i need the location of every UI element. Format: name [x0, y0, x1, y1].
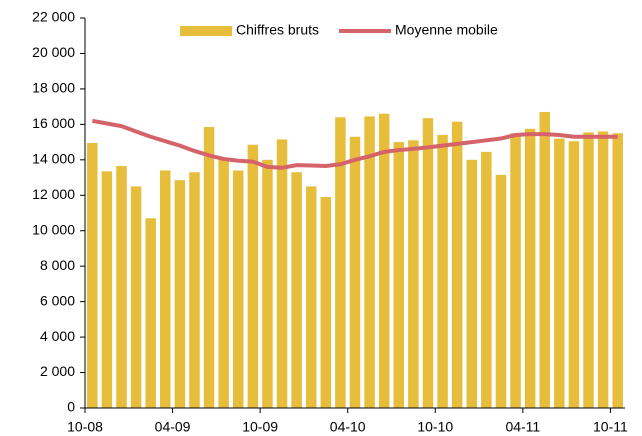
y-tick-label: 22 000 — [32, 9, 75, 25]
x-tick-label: 04-10 — [330, 419, 366, 435]
bar — [451, 121, 463, 409]
y-tick-label: 2 000 — [40, 363, 75, 379]
bar — [174, 180, 186, 408]
y-tick-label: 12 000 — [32, 186, 75, 202]
bar — [320, 197, 332, 408]
y-tick-label: 16 000 — [32, 115, 75, 131]
bar — [291, 172, 302, 408]
bar — [437, 135, 448, 408]
bar — [524, 128, 536, 408]
bar — [247, 144, 259, 408]
y-tick-label: 4 000 — [40, 328, 75, 344]
y-tick-label: 18 000 — [32, 80, 75, 96]
x-tick-label: 04-11 — [505, 419, 540, 435]
bar — [349, 136, 361, 409]
bar — [568, 141, 580, 409]
x-tick-label: 04-09 — [155, 419, 191, 435]
x-tick-label: 10-09 — [242, 419, 278, 435]
bar — [583, 132, 594, 408]
bar — [393, 142, 405, 408]
bar — [495, 174, 507, 408]
bar — [218, 159, 229, 408]
legend-label: Moyenne mobile — [395, 22, 498, 38]
bar — [130, 186, 142, 408]
bar — [422, 118, 434, 408]
bar — [539, 111, 550, 409]
bar — [203, 127, 215, 408]
x-tick-label: 10-08 — [67, 419, 103, 435]
y-tick-label: 10 000 — [32, 221, 75, 237]
bar — [87, 142, 98, 408]
bar — [597, 131, 609, 409]
bar — [510, 133, 521, 408]
bar — [612, 133, 623, 408]
bar — [466, 159, 478, 408]
bar — [101, 171, 113, 408]
y-tick-label: 14 000 — [32, 151, 75, 167]
bar — [481, 151, 492, 408]
y-tick-label: 0 — [67, 399, 75, 415]
bar — [305, 186, 317, 408]
bar — [335, 117, 346, 408]
bar — [262, 159, 273, 408]
x-tick-label: 10-10 — [417, 419, 453, 435]
bar — [232, 170, 244, 408]
y-tick-label: 8 000 — [40, 257, 75, 273]
bar — [276, 139, 288, 408]
bar — [160, 170, 171, 408]
legend-swatch — [180, 26, 232, 36]
bar — [145, 218, 156, 408]
x-tick-label: 10-11 — [593, 419, 628, 435]
y-tick-label: 20 000 — [32, 44, 75, 60]
bar — [554, 138, 565, 408]
y-tick-label: 6 000 — [40, 292, 75, 308]
bar — [189, 172, 200, 408]
bar — [378, 113, 390, 409]
bar — [408, 140, 419, 408]
legend-label: Chiffres bruts — [236, 22, 319, 38]
line — [91, 118, 618, 170]
bar — [116, 166, 127, 408]
bar — [364, 116, 375, 409]
